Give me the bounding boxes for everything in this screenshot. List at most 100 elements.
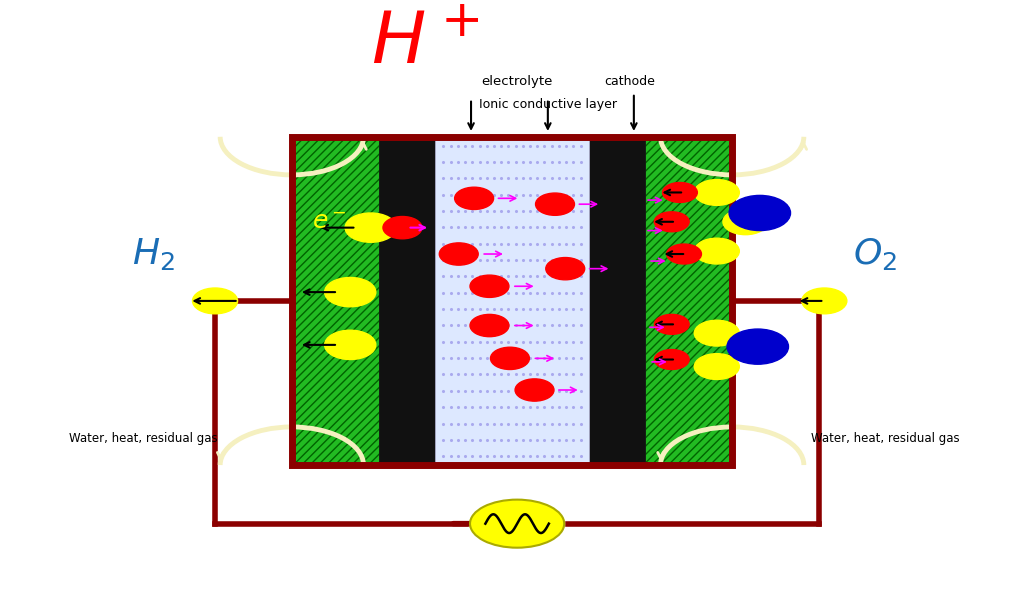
Point (565, 353, 582, 363)
FancyBboxPatch shape (292, 137, 379, 465)
Point (529, 304, 546, 314)
Point (537, 403, 553, 412)
Point (544, 337, 560, 346)
Point (464, 451, 480, 461)
Point (450, 403, 466, 412)
Point (493, 271, 509, 281)
Point (565, 271, 582, 281)
Point (471, 141, 487, 150)
Point (572, 255, 589, 265)
Point (450, 451, 466, 461)
Point (551, 271, 567, 281)
Point (435, 451, 452, 461)
Point (493, 223, 509, 232)
Point (544, 304, 560, 314)
Point (478, 321, 495, 330)
Point (558, 206, 574, 216)
Point (435, 419, 452, 428)
Point (478, 141, 495, 150)
Point (471, 386, 487, 396)
Point (537, 190, 553, 200)
FancyBboxPatch shape (435, 137, 589, 465)
Point (529, 435, 546, 445)
Point (508, 304, 524, 314)
Point (442, 190, 459, 200)
Point (442, 403, 459, 412)
Point (485, 386, 502, 396)
Point (508, 157, 524, 167)
Point (478, 419, 495, 428)
Circle shape (193, 288, 238, 314)
Point (551, 369, 567, 379)
Point (551, 403, 567, 412)
Point (508, 173, 524, 183)
Point (508, 206, 524, 216)
Text: $\mathit{H}^+$: $\mathit{H}^+$ (371, 8, 479, 78)
Point (450, 386, 466, 396)
Point (478, 223, 495, 232)
Point (471, 304, 487, 314)
Point (450, 369, 466, 379)
FancyBboxPatch shape (645, 137, 732, 465)
Point (551, 223, 567, 232)
Point (551, 288, 567, 298)
Text: $H_2$: $H_2$ (132, 236, 175, 272)
Point (572, 239, 589, 248)
Point (442, 141, 459, 150)
Point (485, 271, 502, 281)
Point (457, 206, 473, 216)
Point (508, 141, 524, 150)
Point (572, 271, 589, 281)
Point (515, 239, 531, 248)
Point (442, 206, 459, 216)
Point (544, 403, 560, 412)
Point (515, 173, 531, 183)
Point (450, 173, 466, 183)
Point (457, 419, 473, 428)
Point (558, 173, 574, 183)
Point (508, 353, 524, 363)
Point (493, 141, 509, 150)
Point (442, 223, 459, 232)
Circle shape (546, 258, 585, 280)
Point (485, 321, 502, 330)
Point (450, 321, 466, 330)
Point (565, 206, 582, 216)
Point (551, 255, 567, 265)
Point (508, 288, 524, 298)
Circle shape (470, 314, 509, 337)
Point (471, 369, 487, 379)
Point (435, 239, 452, 248)
Point (493, 435, 509, 445)
Point (478, 255, 495, 265)
Point (493, 337, 509, 346)
Point (522, 304, 539, 314)
Point (464, 223, 480, 232)
Point (450, 353, 466, 363)
Point (435, 353, 452, 363)
Point (522, 369, 539, 379)
Point (572, 321, 589, 330)
Point (572, 173, 589, 183)
Point (508, 403, 524, 412)
Point (435, 157, 452, 167)
Point (485, 304, 502, 314)
Point (485, 157, 502, 167)
Point (457, 223, 473, 232)
Point (558, 288, 574, 298)
Point (508, 321, 524, 330)
Point (515, 304, 531, 314)
Point (551, 239, 567, 248)
Point (485, 239, 502, 248)
Point (529, 206, 546, 216)
Point (515, 271, 531, 281)
Point (500, 288, 516, 298)
Point (572, 435, 589, 445)
Point (450, 206, 466, 216)
Point (558, 386, 574, 396)
Point (529, 451, 546, 461)
Point (565, 239, 582, 248)
Circle shape (667, 244, 701, 264)
Text: cathode: cathode (604, 75, 655, 87)
Point (572, 157, 589, 167)
